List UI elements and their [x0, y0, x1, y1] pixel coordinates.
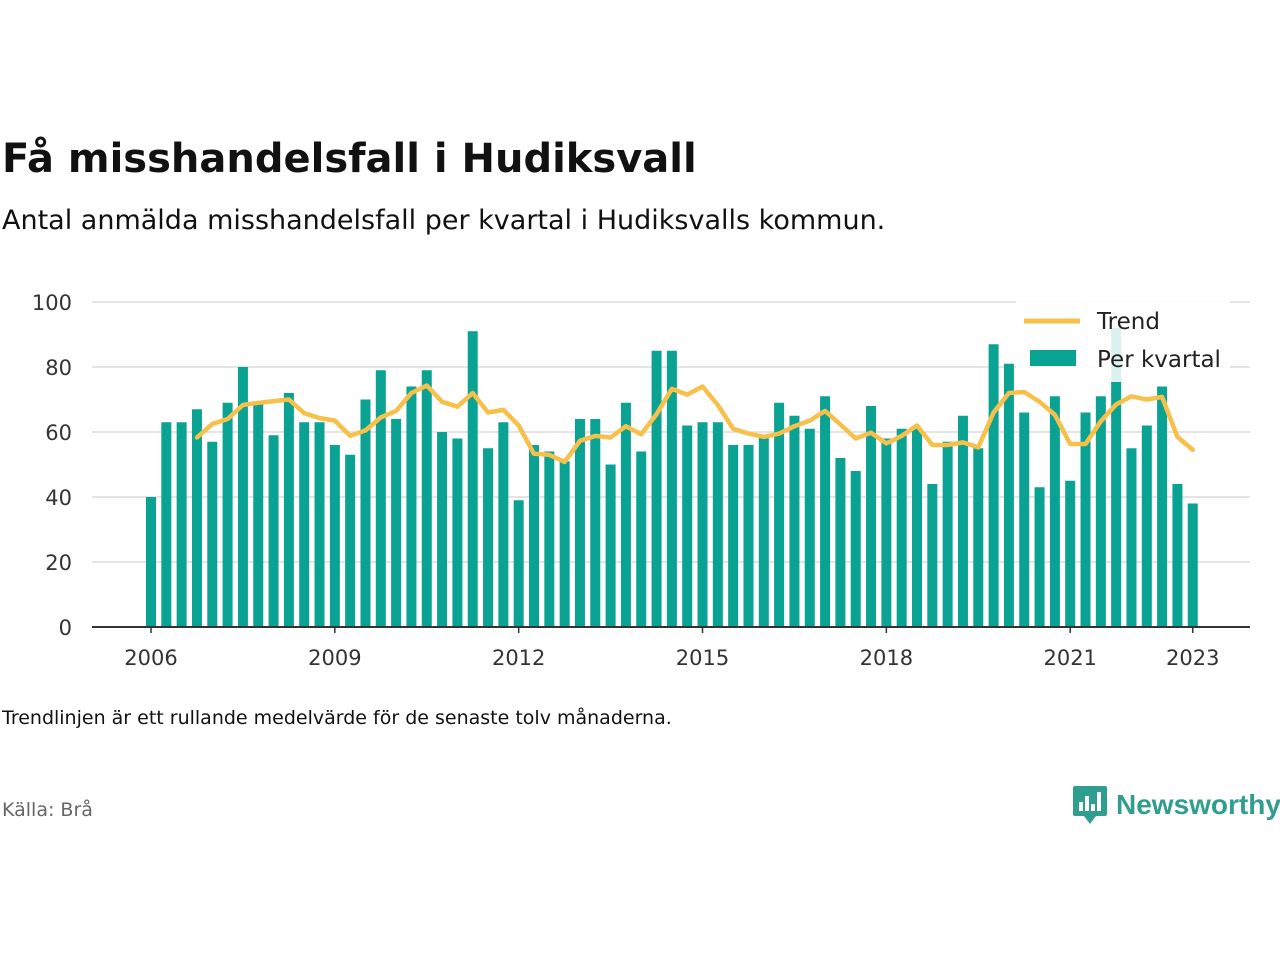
legend-trend-label: Trend — [1096, 309, 1160, 335]
bar — [927, 484, 938, 627]
y-tick-label: 100 — [32, 291, 72, 315]
x-tick-label: 2023 — [1166, 646, 1219, 670]
bar — [406, 386, 417, 627]
bar — [452, 438, 463, 627]
bar — [268, 435, 279, 627]
bar — [820, 396, 831, 627]
bar — [237, 367, 248, 627]
bar — [1141, 425, 1152, 627]
legend-bar-swatch — [1030, 350, 1076, 366]
bar — [1187, 503, 1198, 627]
bar — [1049, 396, 1060, 627]
bar — [421, 370, 432, 627]
bar — [222, 402, 233, 627]
bar — [375, 370, 386, 627]
y-tick-label: 40 — [45, 486, 72, 510]
bar — [620, 402, 631, 627]
legend-box — [1016, 300, 1230, 382]
y-tick-label: 0 — [59, 616, 72, 640]
x-tick-label: 2009 — [308, 646, 361, 670]
legend: Trend Per kvartal — [1016, 300, 1230, 382]
bar — [666, 350, 677, 627]
trend-series — [194, 383, 1196, 465]
bar — [176, 422, 187, 627]
bar — [437, 432, 448, 627]
bar — [1019, 412, 1030, 627]
bar — [682, 425, 693, 627]
bar — [329, 445, 340, 627]
bar — [712, 422, 723, 627]
bar — [605, 464, 616, 627]
bar — [988, 344, 999, 627]
bar — [1111, 328, 1122, 627]
bar — [1080, 412, 1091, 627]
bar — [391, 419, 402, 627]
bar — [513, 500, 524, 627]
bar — [360, 399, 371, 627]
bar — [146, 497, 156, 627]
bar — [1065, 480, 1076, 627]
chart-subtitle: Antal anmälda misshandelsfall per kvarta… — [2, 205, 886, 236]
bar — [912, 428, 922, 627]
chart-footnote: Trendlinjen är ett rullande medelvärde f… — [2, 707, 672, 729]
bar — [559, 461, 570, 627]
bar — [498, 422, 509, 627]
chart-title: Få misshandelsfall i Hudiksvall — [2, 136, 697, 182]
x-tick-label: 2018 — [860, 646, 913, 670]
bar — [283, 393, 294, 627]
bar — [1157, 386, 1168, 627]
bar — [1095, 396, 1106, 627]
y-tick-label: 80 — [45, 356, 72, 380]
newsworthy-logo-icon — [1073, 786, 1107, 824]
bar — [467, 331, 478, 627]
bar — [774, 402, 785, 627]
y-tick-label: 20 — [45, 551, 72, 575]
bar — [942, 441, 953, 627]
bar — [728, 445, 739, 627]
bar — [881, 438, 892, 627]
bar — [651, 350, 662, 627]
bar — [850, 471, 861, 627]
brand-logo: Newsworthy — [1072, 784, 1280, 826]
x-tick-label: 2006 — [124, 646, 177, 670]
bar — [1172, 484, 1183, 627]
bar — [574, 419, 585, 627]
bar — [835, 458, 846, 627]
brand-name: Newsworthy — [1116, 789, 1280, 820]
bar — [590, 419, 601, 627]
x-tick-label: 2012 — [492, 646, 545, 670]
bar — [789, 415, 800, 627]
bar-series-per-kvartal — [146, 328, 1198, 627]
bar — [207, 441, 218, 627]
bar — [1126, 448, 1137, 627]
bar — [743, 445, 754, 627]
bar — [529, 445, 539, 627]
bar — [483, 448, 494, 627]
x-tick-label: 2015 — [676, 646, 729, 670]
bar-line-chart: 0 20 40 60 80 100 2006 2009 2012 2015 2018 2021 2023… — [32, 291, 1250, 670]
bar — [636, 451, 647, 627]
bar — [896, 428, 907, 627]
bar — [161, 422, 172, 627]
bar — [973, 448, 984, 627]
bar — [1034, 487, 1045, 627]
y-tick-label: 60 — [45, 421, 72, 445]
bar — [866, 406, 877, 627]
bar — [758, 435, 769, 627]
bar — [957, 415, 968, 627]
bar — [1003, 363, 1014, 627]
bar — [697, 422, 708, 627]
bar — [345, 454, 356, 627]
axes: 0 20 40 60 80 100 2006 2009 2012 2015 2018 2021 2023 — [32, 291, 1250, 670]
bar — [299, 422, 310, 627]
bar — [804, 428, 815, 627]
x-tick-label: 2021 — [1043, 646, 1096, 670]
source-credit: Källa: Brå — [2, 799, 93, 821]
bar — [191, 409, 202, 627]
legend-bar-label: Per kvartal — [1097, 347, 1221, 373]
bar — [544, 451, 555, 627]
trend-line — [194, 383, 1196, 465]
bar — [314, 422, 325, 627]
bar — [253, 402, 264, 627]
